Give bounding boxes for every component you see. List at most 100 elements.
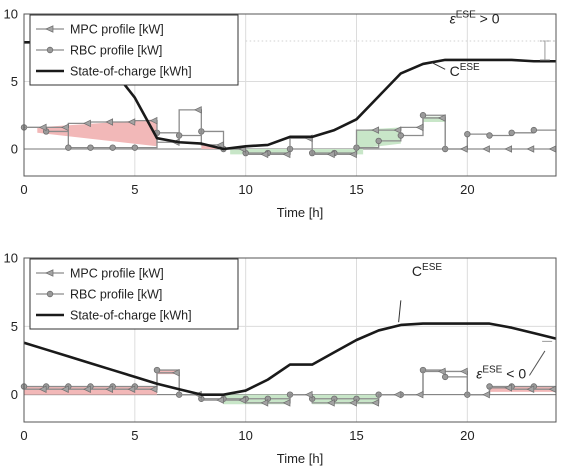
rbc-point: [131, 144, 139, 151]
mpc-point: [127, 118, 136, 126]
rbc-point: [87, 144, 94, 151]
legend-mpc-marker: [45, 25, 54, 33]
rbc-point: [530, 126, 538, 134]
epsilon-leader: [528, 350, 546, 376]
mpc-point: [349, 399, 357, 407]
rbc-point: [486, 132, 493, 139]
mpc-point: [171, 369, 180, 377]
mpc-point: [61, 123, 69, 132]
y-tick-label: 0: [11, 142, 18, 157]
mpc-point: [83, 385, 91, 393]
mpc-point: [38, 385, 47, 393]
legend-rbc-marker: [46, 46, 54, 54]
x-tick-label: 20: [460, 428, 474, 443]
legend-entry-label: MPC profile [kW]: [70, 23, 164, 37]
mpc-point: [38, 123, 47, 132]
mpc-point: [304, 390, 313, 399]
mpc-point: [282, 399, 291, 407]
mpc-point: [482, 390, 490, 399]
mpc-point: [282, 150, 291, 159]
mpc-point: [216, 141, 224, 149]
mpc-point: [349, 150, 357, 159]
rbc-point: [375, 137, 382, 145]
discharge-area: [223, 394, 290, 405]
mpc-point: [371, 399, 380, 407]
rbc-point: [419, 112, 427, 119]
annotation-label: εESE < 0: [476, 364, 526, 381]
rbc-point: [109, 144, 116, 151]
mpc-point: [393, 126, 402, 134]
annotation-label: εESE > 0: [450, 9, 500, 26]
legend-entry-label: State-of-charge [kWh]: [70, 309, 192, 323]
annotation-label: CESE: [412, 262, 442, 279]
mpc-point: [194, 106, 202, 114]
y-tick-label: 5: [11, 74, 18, 89]
mpc-point: [437, 114, 446, 122]
x-tick-label: 15: [349, 428, 363, 443]
mpc-point: [371, 126, 380, 134]
c-ese-leader: [398, 300, 402, 323]
mpc-point: [548, 145, 557, 153]
mpc-point: [415, 390, 424, 399]
x-tick-label: 0: [20, 182, 27, 197]
mpc-point: [504, 384, 513, 392]
x-axis-label: Time [h]: [277, 451, 323, 466]
x-tick-label: 15: [349, 182, 363, 197]
mpc-point: [504, 145, 513, 153]
mpc-point: [216, 396, 224, 404]
plot-frame: [23, 257, 557, 423]
soc-line: [23, 322, 557, 396]
legend-rbc-marker: [46, 290, 54, 298]
mpc-point: [482, 145, 490, 153]
mpc-point: [105, 118, 114, 126]
chart-panel-top: 0 5 10 15 20 0 5 10 Time [h] MPC profile [kW] RBC …: [4, 7, 557, 220]
x-tick-label: 10: [238, 182, 252, 197]
y-tick-label: 10: [4, 7, 18, 22]
rbc-point: [153, 366, 161, 374]
legend-entry-label: MPC profile [kW]: [70, 267, 164, 281]
legend-box: [29, 258, 239, 330]
mpc-point: [83, 119, 91, 128]
x-tick-label: 0: [20, 428, 27, 443]
legend-mpc-marker: [45, 269, 54, 277]
c-ese-leader: [431, 62, 446, 70]
x-tick-label: 5: [131, 182, 138, 197]
legend-entry-label: RBC profile [kW]: [70, 44, 162, 58]
rbc-point: [65, 144, 72, 151]
x-tick-label: 10: [238, 428, 252, 443]
y-tick-label: 5: [11, 319, 18, 334]
x-axis-label: Time [h]: [277, 205, 323, 220]
mpc-point: [526, 145, 535, 153]
mpc-point: [460, 145, 468, 153]
legend-entry-label: State-of-charge [kWh]: [70, 65, 192, 79]
mpc-point: [61, 385, 69, 393]
mpc-point: [260, 399, 269, 407]
mpc-point: [526, 385, 535, 393]
discharge-area: [312, 394, 379, 405]
legend-entry-label: RBC profile [kW]: [70, 288, 162, 302]
mpc-point: [149, 385, 158, 393]
mpc-point: [149, 116, 158, 125]
mpc-point: [327, 399, 335, 407]
mpc-point: [437, 367, 446, 376]
x-tick-label: 5: [131, 428, 138, 443]
annotation-label: CESE: [450, 62, 480, 79]
rbc-point: [464, 130, 471, 138]
plot-frame: [23, 13, 557, 177]
mpc-point: [327, 150, 335, 159]
mpc-point: [460, 367, 468, 376]
y-tick-label: 10: [4, 251, 18, 266]
mpc-point: [127, 385, 136, 393]
mpc-point: [105, 385, 114, 393]
x-tick-label: 20: [460, 182, 474, 197]
chart-panel-bottom: 0 5 10 15 20 0 5 10 Time [h] MPC profile [kW] RBC …: [4, 251, 557, 466]
mpc-point: [393, 390, 402, 399]
y-tick-label: 0: [11, 387, 18, 402]
mpc-point: [238, 396, 247, 404]
mpc-point: [260, 150, 269, 159]
charge-area: [37, 119, 157, 147]
mpc-point: [415, 123, 424, 132]
rbc-point: [508, 129, 515, 136]
legend-box: [29, 14, 239, 86]
